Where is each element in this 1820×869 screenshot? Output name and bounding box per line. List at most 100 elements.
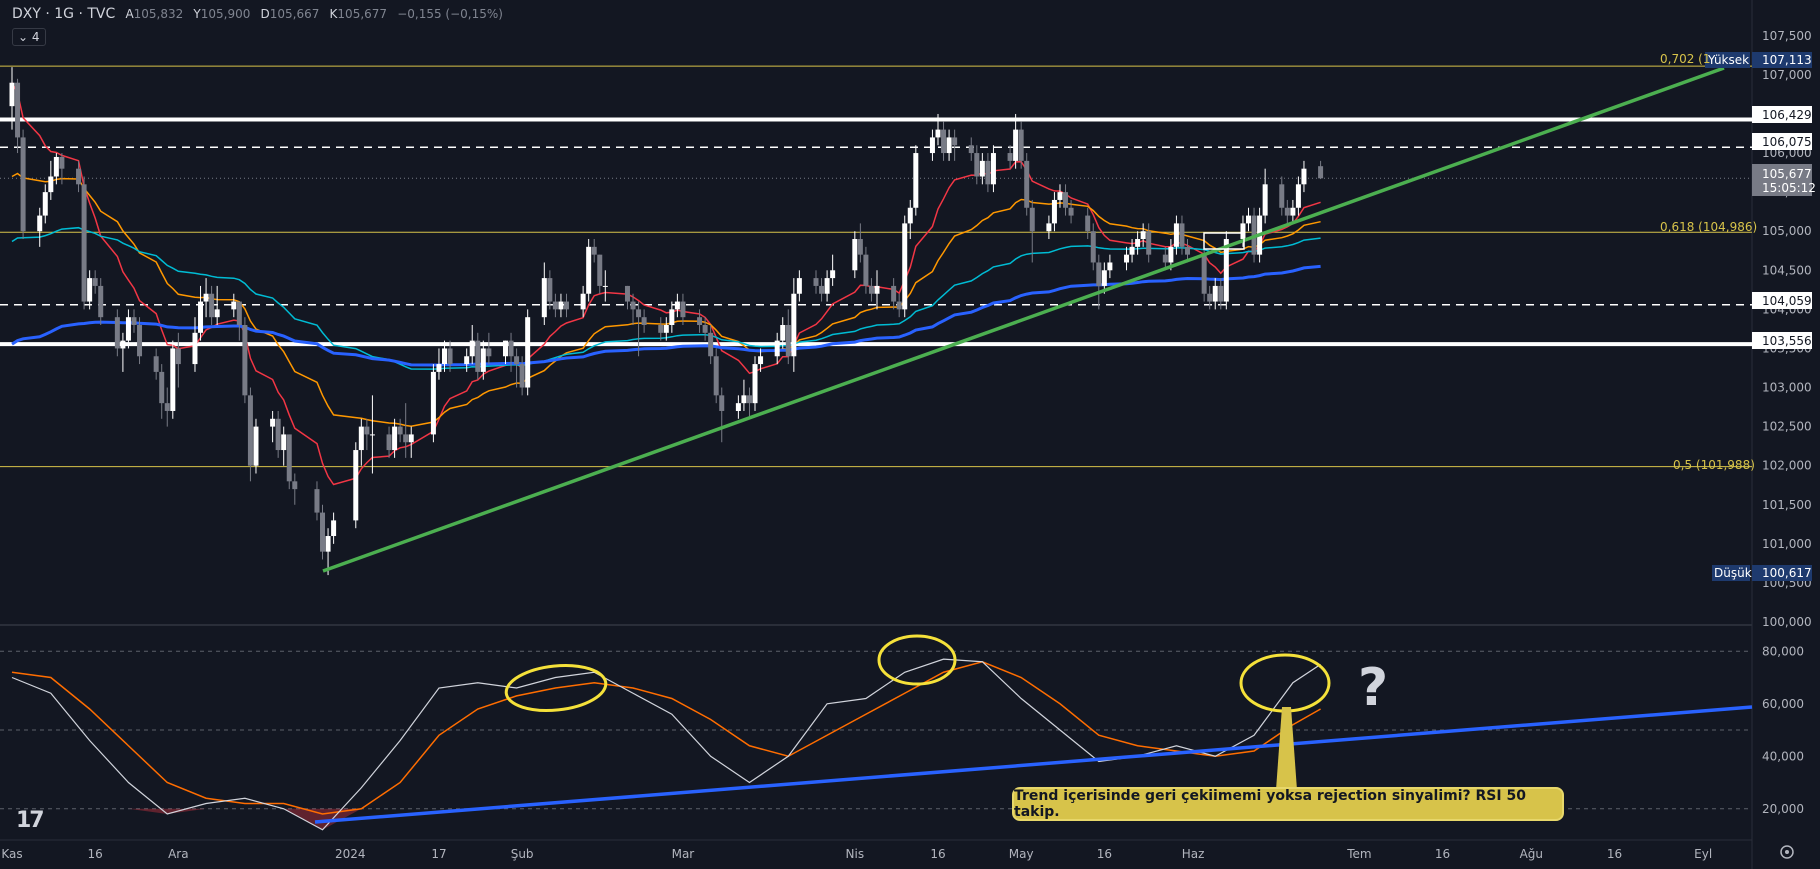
candle-body — [946, 137, 952, 154]
chevron-down-icon: ⌄ — [18, 30, 29, 44]
candle-body — [430, 371, 436, 435]
price-tick: 100,000 — [1762, 615, 1812, 629]
candle-body — [353, 450, 359, 521]
candle-body — [1124, 254, 1130, 263]
candle-body — [547, 278, 553, 302]
time-tick: Ara — [168, 847, 189, 861]
candle-body — [20, 137, 26, 232]
candle-body — [702, 325, 708, 333]
candle-body — [286, 434, 292, 482]
rsi-trend-line[interactable] — [314, 705, 1753, 824]
candle-body — [741, 395, 747, 404]
candle-body — [597, 254, 603, 286]
candle-body — [1013, 129, 1019, 161]
candle-body — [641, 317, 647, 325]
candle-body — [1046, 223, 1052, 232]
ma-slow-line — [11, 226, 1321, 370]
candle-body — [979, 160, 985, 177]
candle-body — [236, 301, 242, 325]
rsi-ma-line — [11, 660, 1321, 815]
highlight-circle-2[interactable] — [877, 634, 957, 686]
time-tick: May — [1009, 847, 1034, 861]
price-badges: Yüksek 107,113 Düşük 100,617 106,429 106… — [1705, 52, 1816, 581]
candle-body — [397, 426, 403, 435]
candle-body — [175, 348, 181, 365]
candle-body — [358, 426, 364, 451]
candle-body — [1007, 153, 1013, 161]
price-tick: 105,000 — [1762, 224, 1812, 238]
time-tick: Ağu — [1520, 847, 1543, 861]
candle-body — [713, 356, 719, 396]
candle-body — [1240, 223, 1246, 240]
candle-body — [780, 325, 786, 341]
candle-body — [403, 434, 409, 443]
candle-body — [1218, 285, 1224, 302]
price-tick: 102,000 — [1762, 459, 1812, 473]
candle-body — [131, 317, 137, 325]
candle-body — [1301, 168, 1307, 185]
time-axis[interactable]: Kas 16 Ara 2024 17 Şub Mar Nis 16 May 16 Haz Tem 16 Ağ… — [1, 847, 1712, 861]
level-badge-104059: 104,059 — [1762, 294, 1812, 308]
candle-body — [952, 137, 958, 146]
candle-body — [658, 325, 664, 333]
candle-body — [907, 207, 913, 224]
candle-body — [164, 403, 170, 411]
last-price-badge: 105,677 — [1762, 167, 1812, 181]
candle-body — [447, 348, 453, 365]
low-label: D — [260, 7, 270, 21]
candle-body — [242, 325, 248, 396]
candle-body — [929, 137, 935, 154]
time-tick: 16 — [1435, 847, 1450, 861]
indicator-toggle[interactable]: ⌄ 4 — [12, 28, 46, 46]
callout-note[interactable]: Trend içerisinde geri çekiimemi yoksa re… — [1012, 787, 1564, 821]
candle-body — [1085, 215, 1091, 232]
candle-body — [857, 239, 863, 255]
open-value: 105,832 — [133, 7, 184, 21]
fib-levels — [0, 65, 1752, 468]
candle-body — [480, 348, 486, 372]
candle-body — [53, 156, 59, 177]
rsi-tick: 80,000 — [1762, 644, 1804, 658]
candle-body — [270, 418, 276, 427]
callout-pointer — [1276, 707, 1297, 790]
high-label: Y — [193, 7, 201, 21]
candle-body — [1107, 262, 1113, 271]
ma-fast-line — [11, 82, 1321, 486]
candle-body — [408, 434, 414, 443]
candle-body — [364, 426, 370, 435]
change-value: −0,155 (−0,15%) — [397, 7, 503, 21]
candle-body — [819, 285, 825, 294]
rsi-axis[interactable]: 80,000 60,000 40,000 20,000 — [1762, 644, 1804, 816]
symbol-title[interactable]: DXY · 1G · TVC — [12, 6, 116, 22]
low-value: 105,667 — [269, 7, 320, 21]
candle-body — [159, 371, 165, 404]
consolidation-box[interactable] — [1203, 232, 1245, 250]
candle-body — [153, 356, 159, 372]
candle-body — [941, 129, 947, 154]
candle-body — [48, 176, 54, 193]
candle-body — [896, 301, 902, 310]
ma-mid-line — [11, 172, 1321, 427]
settings-icon[interactable] — [1780, 845, 1794, 859]
candle-body — [863, 254, 869, 286]
candle-body — [114, 317, 120, 349]
level-badge-106075: 106,075 — [1762, 135, 1812, 149]
candle-body — [292, 481, 298, 490]
candle-body — [1140, 231, 1146, 240]
tradingview-logo-icon[interactable]: 17 — [16, 808, 45, 833]
time-tick: 17 — [431, 847, 446, 861]
highlight-circle-1[interactable] — [504, 661, 608, 715]
candle-body — [392, 426, 398, 451]
candle-body — [253, 426, 259, 466]
level-badge-103556: 103,556 — [1762, 334, 1812, 348]
candle-body — [508, 340, 514, 357]
candle-body — [1173, 223, 1179, 247]
candle-body — [1024, 160, 1030, 208]
candle-body — [475, 340, 481, 372]
uptrend-line[interactable] — [322, 66, 1725, 573]
candle-body — [680, 301, 686, 318]
candle-body — [192, 332, 198, 365]
candle-body — [231, 301, 237, 310]
fib-label-05: 0,5 (101,988) — [1673, 458, 1755, 472]
